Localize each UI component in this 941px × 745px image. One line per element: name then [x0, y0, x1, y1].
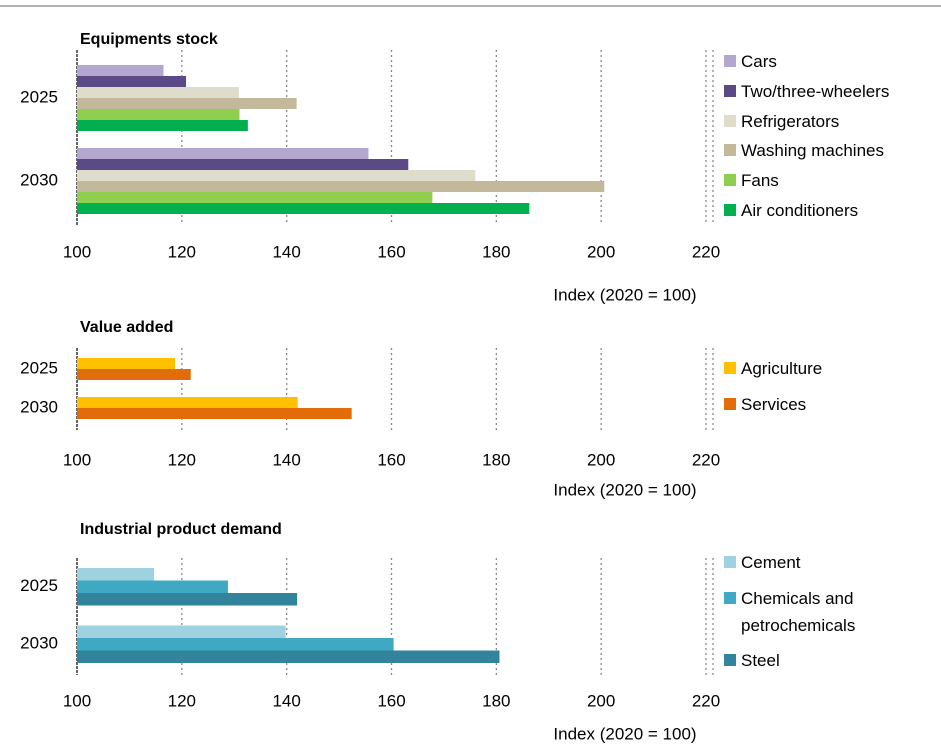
legend-swatch	[724, 203, 736, 216]
legend-label: Two/three-wheelers	[741, 81, 890, 101]
legend-swatch	[724, 556, 736, 568]
legend-label: Steel	[741, 651, 780, 670]
legend-label: Cars	[741, 52, 777, 71]
bar	[77, 593, 298, 606]
x-tick-label: 180	[482, 242, 510, 261]
bar	[77, 650, 500, 663]
legend-item: Fans	[724, 167, 934, 194]
x-tick-label: 180	[482, 450, 510, 469]
bar	[77, 87, 239, 98]
panel-title: Industrial product demand	[80, 521, 282, 538]
legend-label: Fans	[741, 171, 779, 191]
legend-label: Services	[741, 395, 807, 414]
panel-title: Value added	[80, 319, 173, 336]
bar	[77, 76, 187, 87]
bar	[77, 148, 369, 159]
legend-swatch	[724, 84, 736, 97]
legend-label: Washing machines	[741, 141, 884, 161]
x-tick-label: 100	[63, 242, 91, 261]
x-tick-label: 140	[272, 691, 300, 710]
category-label: 2025	[20, 87, 58, 106]
bar	[77, 65, 164, 76]
x-tick-label: 100	[63, 450, 91, 469]
bar	[77, 638, 394, 651]
bar	[77, 408, 352, 419]
bar	[77, 181, 605, 192]
bar	[77, 159, 409, 170]
x-tick-label: 160	[377, 450, 405, 469]
legend-item: Refrigerators	[724, 108, 934, 135]
x-tick-label: 120	[168, 691, 196, 710]
legend-label: Agriculture	[741, 359, 823, 378]
legend-swatch	[724, 654, 736, 666]
legend-swatch	[724, 398, 736, 410]
legend-label: Refrigerators	[741, 111, 840, 131]
legend: Agriculture Services	[724, 355, 934, 418]
x-axis-label: Index (2020 = 100)	[553, 724, 696, 743]
x-axis-label: Index (2020 = 100)	[553, 480, 696, 499]
x-tick-label: 200	[587, 691, 615, 710]
legend-item: Services	[724, 391, 934, 418]
legend-item: Two/three-wheelers	[724, 78, 934, 105]
legend-swatch	[724, 144, 736, 157]
bar	[77, 625, 286, 638]
x-tick-label: 220	[692, 691, 720, 710]
legend-item: Cars	[724, 48, 934, 75]
x-tick-label: 180	[482, 691, 510, 710]
bar	[77, 98, 297, 109]
legend: Cars Two/three-wheelers Refrigerators Washi…	[724, 48, 934, 224]
legend-swatch	[724, 55, 736, 67]
x-tick-label: 120	[168, 242, 196, 261]
bar	[77, 568, 155, 581]
x-axis-label: Index (2020 = 100)	[553, 285, 696, 304]
bar	[77, 580, 228, 593]
x-tick-label: 220	[692, 450, 720, 469]
bar	[77, 203, 530, 214]
x-tick-label: 100	[63, 691, 91, 710]
x-tick-label: 160	[377, 691, 405, 710]
x-tick-label: 200	[587, 242, 615, 261]
x-tick-label: 220	[692, 242, 720, 261]
category-label: 2025	[20, 358, 58, 377]
bar	[77, 170, 476, 181]
legend-label: Air conditioners	[741, 200, 859, 220]
x-tick-label: 200	[587, 450, 615, 469]
bar	[77, 369, 191, 380]
legend-item: Cement	[724, 549, 934, 576]
x-tick-label: 160	[377, 242, 405, 261]
legend-swatch	[724, 362, 736, 374]
legend-item: Washing machines	[724, 137, 934, 164]
legend-item: Agriculture	[724, 355, 934, 382]
panel-title: Equipments stock	[80, 31, 218, 48]
category-label: 2030	[20, 170, 58, 189]
bar	[77, 109, 240, 120]
x-tick-label: 140	[272, 450, 300, 469]
category-label: 2030	[20, 634, 58, 653]
legend-item: Air conditioners	[724, 197, 934, 224]
legend-swatch	[724, 591, 736, 604]
legend-item: Chemicals and petrochemicals	[724, 585, 934, 639]
x-tick-label: 120	[168, 450, 196, 469]
category-label: 2030	[20, 397, 58, 416]
x-tick-label: 140	[272, 242, 300, 261]
legend-item: Steel	[724, 647, 934, 674]
legend: Cement Chemicals and petrochemicals Steel	[724, 549, 934, 674]
bar	[77, 397, 298, 408]
bar	[77, 120, 248, 131]
bar	[77, 358, 176, 369]
category-label: 2025	[20, 576, 58, 595]
legend-label: Cement	[741, 553, 801, 572]
bar	[77, 192, 433, 203]
legend-label: Chemicals and petrochemicals	[741, 588, 856, 635]
legend-swatch	[724, 114, 736, 127]
legend-swatch	[724, 174, 736, 187]
